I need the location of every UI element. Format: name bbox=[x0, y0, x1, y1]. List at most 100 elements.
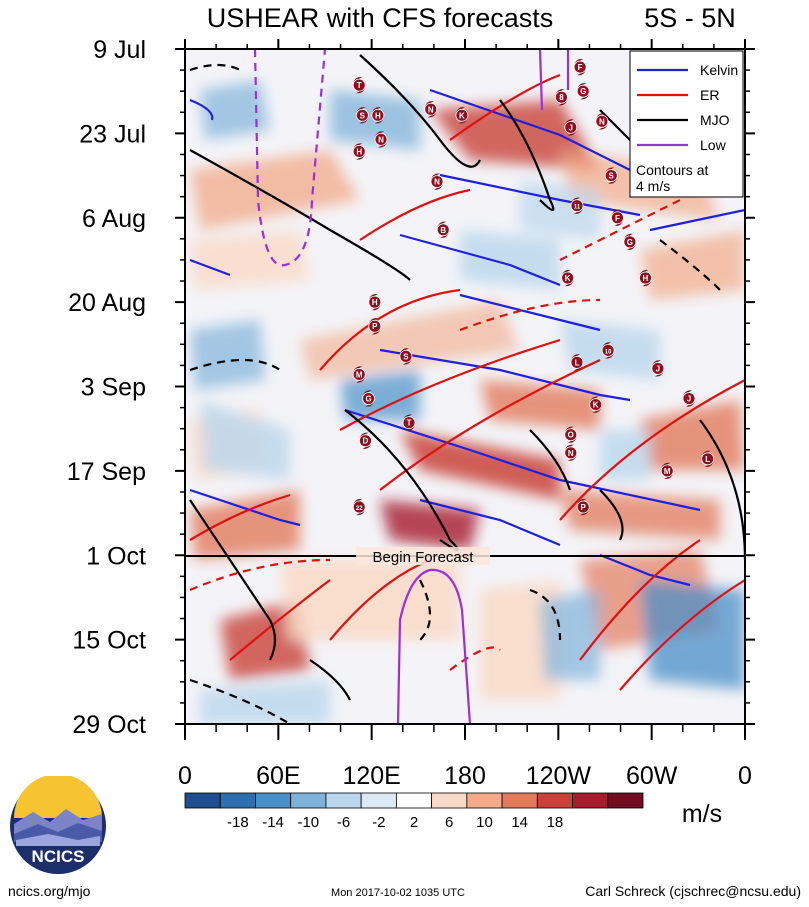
storm-marker-label: H bbox=[375, 111, 381, 120]
storm-marker: L bbox=[701, 450, 715, 467]
storm-marker: P bbox=[368, 318, 382, 335]
storm-marker-label: P bbox=[372, 322, 378, 331]
storm-marker: N bbox=[374, 131, 388, 148]
storm-marker-label: 10 bbox=[605, 349, 612, 355]
storm-marker-label: H bbox=[356, 147, 362, 156]
colorbar-swatch bbox=[501, 792, 538, 809]
legend-label-mjo: MJO bbox=[700, 112, 730, 128]
colorbar-tick-label: -14 bbox=[262, 814, 284, 831]
colorbar-tick-label: -10 bbox=[297, 814, 319, 831]
legend: Kelvin ER MJO Low Contours at 4 m/s bbox=[629, 50, 744, 198]
storm-marker: P bbox=[576, 498, 590, 516]
storm-marker-label: T bbox=[407, 419, 412, 428]
legend-note-line1: Contours at bbox=[636, 162, 708, 178]
storm-marker: L bbox=[570, 354, 584, 371]
storm-marker: N bbox=[564, 444, 578, 461]
storm-marker-label: N bbox=[378, 135, 384, 144]
storm-marker: J bbox=[651, 360, 665, 377]
colorbar: -18 -14 -10 -6 -2 2 6 10 14 18 bbox=[184, 792, 644, 831]
storm-marker: N bbox=[430, 173, 444, 190]
storm-marker-label: J bbox=[656, 364, 660, 373]
storm-marker: B bbox=[436, 221, 450, 238]
storm-marker-label: F bbox=[578, 63, 583, 72]
storm-marker: K bbox=[561, 269, 575, 287]
x-tick-label: 120W bbox=[526, 762, 592, 790]
storm-marker-label: N bbox=[434, 178, 440, 187]
storm-marker-label: T bbox=[357, 81, 362, 90]
y-tick-label: 20 Aug bbox=[68, 289, 146, 317]
storm-marker-label: 8 bbox=[559, 93, 564, 102]
colorbar-tick-label: 18 bbox=[547, 814, 564, 831]
storm-marker-label: M bbox=[356, 370, 363, 379]
forecast-label: Begin Forecast bbox=[373, 549, 475, 566]
storm-marker-label: J bbox=[569, 123, 573, 132]
x-tick-label: 0 bbox=[738, 762, 752, 790]
y-axis: 9 Jul 23 Jul 6 Aug 20 Aug 3 Sep 17 Sep 1 Oct 15… bbox=[67, 36, 755, 739]
storm-marker-label: 11 bbox=[574, 205, 581, 211]
storm-marker: G bbox=[576, 83, 590, 100]
y-tick-label: 23 Jul bbox=[79, 120, 146, 148]
storm-marker-label: B bbox=[440, 226, 446, 235]
colorbar-swatch bbox=[184, 792, 221, 809]
legend-label-kelvin: Kelvin bbox=[700, 62, 738, 78]
ncics-logo: NCICS bbox=[10, 776, 106, 874]
storm-marker-label: K bbox=[593, 401, 599, 410]
colorbar-swatch bbox=[290, 792, 327, 809]
storm-marker: K bbox=[589, 396, 603, 413]
colorbar-swatch bbox=[395, 792, 433, 809]
storm-marker-label: G bbox=[627, 238, 633, 247]
storm-marker-label: G bbox=[365, 395, 371, 404]
storm-marker: S bbox=[355, 107, 369, 124]
storm-marker: H bbox=[368, 294, 382, 311]
storm-marker-label: K bbox=[565, 274, 571, 283]
storm-marker-label: G bbox=[580, 87, 586, 96]
y-tick-label: 3 Sep bbox=[81, 374, 146, 402]
storm-marker-label: D bbox=[363, 437, 369, 446]
storm-marker-label: H bbox=[643, 274, 649, 283]
storm-marker-label: N bbox=[599, 117, 605, 126]
storm-marker: N bbox=[595, 113, 609, 130]
colorbar-tick-label: 2 bbox=[410, 814, 418, 831]
legend-label-er: ER bbox=[700, 87, 719, 103]
contour-lines bbox=[189, 49, 745, 724]
storm-marker-label: L bbox=[575, 358, 580, 367]
colorbar-tick-label: 10 bbox=[476, 814, 493, 831]
storm-marker-label: M bbox=[664, 467, 671, 476]
storm-marker-label: N bbox=[568, 449, 574, 458]
x-tick-label: 60W bbox=[626, 762, 678, 790]
storm-marker: H bbox=[352, 143, 366, 160]
storm-marker: 10 bbox=[601, 342, 615, 359]
storm-marker-label: H bbox=[372, 298, 378, 307]
colorbar-tick-label: 14 bbox=[511, 814, 528, 831]
x-tick-label: 120E bbox=[342, 762, 400, 790]
storm-marker: H bbox=[371, 107, 385, 124]
colorbar-tick-label: 6 bbox=[445, 814, 453, 831]
y-tick-label: 6 Aug bbox=[82, 205, 146, 233]
storm-marker-label: L bbox=[705, 455, 710, 464]
storm-marker: 8 bbox=[555, 89, 568, 106]
footer-author: Carl Schreck (cjschrec@ncsu.edu) bbox=[585, 883, 801, 899]
storm-marker-label: S bbox=[403, 352, 409, 361]
storm-marker: G bbox=[623, 233, 637, 250]
storm-marker: 11 bbox=[570, 197, 584, 214]
storm-marker-label: S bbox=[609, 172, 615, 181]
x-tick-label: 180 bbox=[444, 762, 486, 790]
storm-marker-label: K bbox=[459, 111, 465, 120]
legend-label-low: Low bbox=[700, 137, 727, 153]
y-tick-label: 9 Jul bbox=[93, 36, 146, 64]
storm-marker-label: 22 bbox=[356, 506, 363, 512]
y-tick-label: 1 Oct bbox=[86, 542, 146, 570]
colorbar-swatch bbox=[255, 792, 292, 809]
storm-marker: 22 bbox=[352, 498, 366, 516]
y-tick-label: 29 Oct bbox=[72, 711, 146, 739]
storm-marker-label: J bbox=[687, 395, 691, 404]
storm-marker: G bbox=[362, 390, 375, 407]
storm-marker: T bbox=[352, 77, 366, 94]
x-tick-label: 0 bbox=[178, 762, 192, 790]
x-axis: 0 60E 120E 180 120W 60W 0 bbox=[178, 39, 752, 790]
colorbar-swatch bbox=[431, 792, 468, 809]
colorbar-units: m/s bbox=[682, 800, 722, 828]
